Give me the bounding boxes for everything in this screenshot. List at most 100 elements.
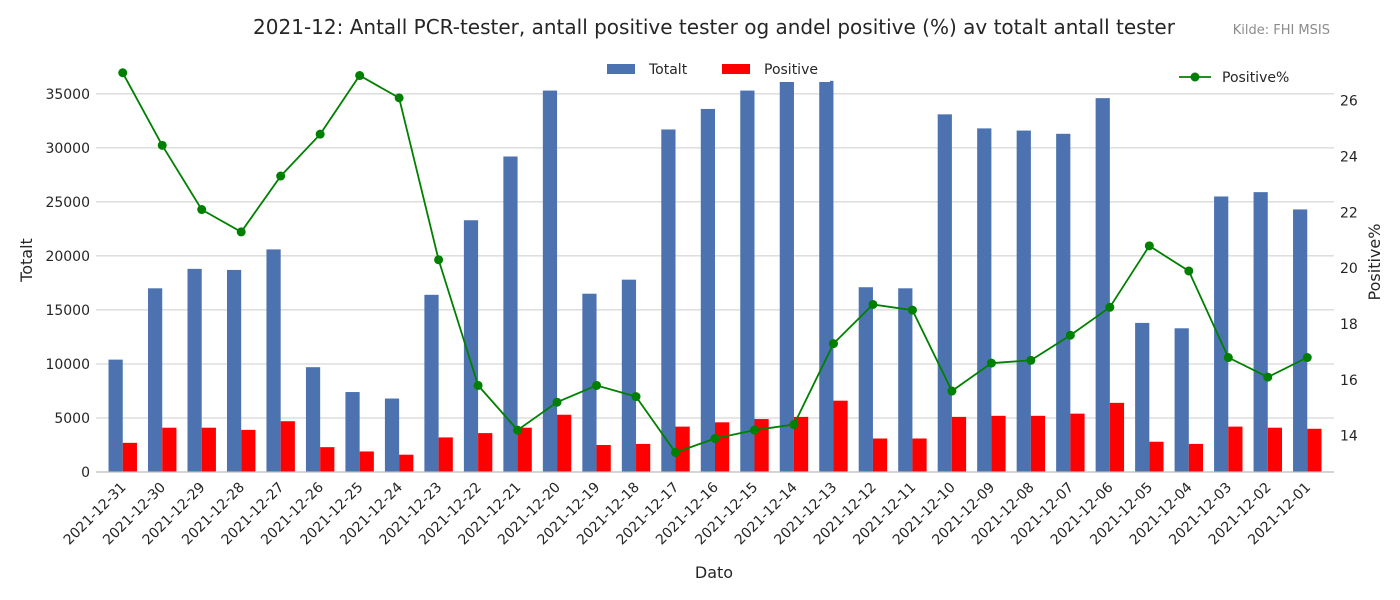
bar-positive xyxy=(122,442,137,472)
chart-title: 2021-12: Antall PCR-tester, antall posit… xyxy=(253,15,1176,39)
y-tick-label: 5000 xyxy=(54,411,90,427)
y2-tick-label: 14 xyxy=(1340,429,1358,445)
bar-totalt xyxy=(977,128,992,472)
bar-totalt xyxy=(1095,98,1110,472)
positive-pct-point xyxy=(828,339,838,349)
positive-pct-point xyxy=(513,425,523,435)
positive-pct-point xyxy=(1105,302,1115,312)
positive-pct-point xyxy=(157,140,167,150)
bar-positive xyxy=(715,422,730,472)
bar-positive xyxy=(280,421,295,472)
bar-positive xyxy=(162,427,177,472)
bar-positive xyxy=(359,451,374,472)
bar-totalt xyxy=(937,114,952,472)
positive-pct-point xyxy=(710,433,720,443)
y-tick-label: 25000 xyxy=(45,195,90,211)
bar-positive xyxy=(438,437,453,472)
y-tick-label: 30000 xyxy=(45,141,90,157)
legend: Totalt Positive Positive% xyxy=(596,52,1289,86)
positive-pct-path xyxy=(121,72,1308,454)
bar-totalt xyxy=(1214,196,1229,472)
bar-positive xyxy=(793,416,809,472)
positive-pct-point xyxy=(276,171,286,181)
bar-totalt xyxy=(621,279,637,472)
positive-pct-point xyxy=(473,380,483,390)
y2-tick-label: 22 xyxy=(1340,205,1358,221)
positive-pct-point xyxy=(1065,330,1075,340)
positive-pct-point xyxy=(1263,372,1273,382)
legend-swatch-totalt xyxy=(607,64,635,74)
bar-positive xyxy=(1267,427,1282,472)
positive-pct-point xyxy=(1223,353,1233,363)
positive-pct-point xyxy=(315,129,325,139)
bar-totalt xyxy=(779,80,794,472)
positive-pct-point xyxy=(671,447,681,457)
bar-totalt xyxy=(898,288,913,472)
bar-positive xyxy=(833,400,848,472)
bar-positive xyxy=(201,427,216,472)
y-tick-label: 35000 xyxy=(45,87,90,103)
bar-positive xyxy=(320,447,335,472)
legend-swatch-marker xyxy=(1190,72,1200,82)
positive-pct-point xyxy=(749,425,759,435)
bar-positive xyxy=(1030,415,1046,472)
y-tick-label: 0 xyxy=(81,465,90,481)
positive-pct-point xyxy=(236,227,246,237)
y2-tick-label: 18 xyxy=(1340,317,1358,333)
positive-pct-point xyxy=(118,68,128,78)
legend-label-totalt: Totalt xyxy=(648,62,688,78)
positive-pct-point xyxy=(1144,241,1154,251)
bar-totalt xyxy=(661,129,676,472)
bar-totalt xyxy=(1135,322,1150,472)
positive-pct-point xyxy=(355,71,365,81)
y-tick-label: 10000 xyxy=(45,357,90,373)
bar-totalt xyxy=(345,392,360,472)
positive-pct-point xyxy=(434,255,444,265)
bar-totalt xyxy=(700,108,715,472)
bar-positive xyxy=(1109,402,1125,472)
bar-totalt xyxy=(226,269,242,472)
positive-pct-point xyxy=(1026,355,1036,365)
positive-pct-point xyxy=(552,397,562,407)
legend-label-positive: Positive xyxy=(764,62,818,78)
bar-totalt xyxy=(266,249,281,472)
positive-pct-point xyxy=(1184,266,1194,276)
y-tick-label: 15000 xyxy=(45,303,90,319)
positive-pct-point xyxy=(868,299,878,309)
bar-totalt xyxy=(858,287,873,472)
bar-positive xyxy=(517,427,532,472)
y2-tick-label: 24 xyxy=(1340,150,1358,166)
bar-positive xyxy=(1070,413,1085,472)
y-tick-label: 20000 xyxy=(45,249,90,265)
bar-positive xyxy=(478,433,493,472)
bar-positive xyxy=(241,429,256,472)
positive-pct-point xyxy=(592,380,602,390)
bar-totalt xyxy=(384,398,400,472)
source-note: Kilde: FHI MSIS xyxy=(1233,23,1330,38)
positive-pct-point xyxy=(986,358,996,368)
positive-pct-point xyxy=(907,305,917,315)
bar-totalt xyxy=(819,80,834,472)
x-axis-label: Dato xyxy=(695,563,733,582)
bar-totalt xyxy=(424,294,439,472)
bar-positive xyxy=(872,438,888,472)
legend-label-positive-pct: Positive% xyxy=(1222,70,1289,86)
bar-positive xyxy=(557,414,572,472)
legend-swatch-positive xyxy=(722,64,750,74)
bar-totalt xyxy=(1293,209,1308,472)
bar-totalt xyxy=(305,367,321,472)
positive-pct-line xyxy=(118,68,1312,457)
bar-positive xyxy=(596,444,611,472)
bar-positive xyxy=(1149,441,1164,472)
bar-totalt xyxy=(740,90,755,472)
positive-pct-point xyxy=(631,392,641,402)
positive-pct-point xyxy=(197,205,207,215)
bar-totalt xyxy=(503,156,518,472)
y2-axis-label: Positive% xyxy=(1365,224,1384,301)
bar-positive xyxy=(991,415,1006,472)
bar-positive xyxy=(912,438,927,472)
bar-positive xyxy=(1228,426,1243,472)
bars xyxy=(108,80,1322,473)
y2-tick-label: 26 xyxy=(1340,94,1358,110)
